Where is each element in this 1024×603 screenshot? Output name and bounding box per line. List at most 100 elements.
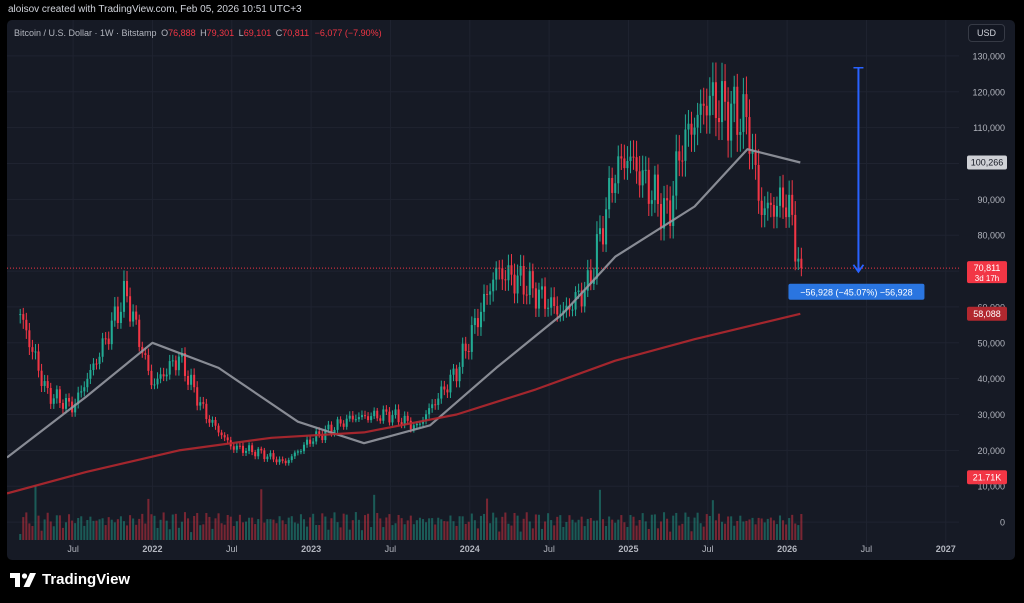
candle-body xyxy=(547,307,550,309)
candle-body xyxy=(757,164,760,201)
candle-body xyxy=(55,389,58,399)
open-value: 76,888 xyxy=(168,28,196,38)
volume-bar xyxy=(180,521,183,540)
volume-bar xyxy=(113,522,116,540)
volume-bar xyxy=(595,520,598,540)
volume-bar xyxy=(522,518,525,540)
volume-bar xyxy=(403,524,406,540)
candle-body xyxy=(525,294,528,296)
x-axis-tick-label: Jul xyxy=(226,544,238,554)
volume-bar xyxy=(400,518,403,540)
volume-bar xyxy=(409,515,412,540)
candle-body xyxy=(113,306,116,321)
volume-bar xyxy=(641,513,644,540)
volume-bar xyxy=(71,520,74,540)
volume-bar xyxy=(751,517,754,540)
volume-bar xyxy=(150,514,153,540)
candle-body xyxy=(318,431,321,435)
volume-bar xyxy=(281,520,284,540)
candle-body xyxy=(782,187,785,208)
volume-bar xyxy=(544,521,547,540)
candle-body xyxy=(226,437,229,441)
candle-body xyxy=(357,417,360,420)
candle-body xyxy=(470,325,473,352)
x-axis-tick-label: 2025 xyxy=(618,544,638,554)
volume-bar xyxy=(159,519,162,540)
candle-body xyxy=(440,386,443,399)
candle-body xyxy=(174,360,177,371)
volume-bar xyxy=(629,515,632,540)
volume-bar xyxy=(382,527,385,540)
candle-body xyxy=(31,347,34,352)
volume-bar xyxy=(266,519,269,540)
volume-bar xyxy=(464,523,467,540)
candle-body xyxy=(241,445,244,453)
volume-bar xyxy=(336,522,339,540)
volume-bar xyxy=(760,518,763,540)
volume-bar xyxy=(739,515,742,540)
candle-body xyxy=(92,363,95,371)
volume-bar xyxy=(727,516,730,540)
volume-badge: 21.71K xyxy=(973,472,1002,482)
volume-bar xyxy=(504,512,507,540)
volume-bar xyxy=(312,513,315,540)
volume-bar xyxy=(525,512,528,540)
volume-bar xyxy=(214,518,217,540)
volume-bar xyxy=(669,531,672,540)
volume-bar xyxy=(553,525,556,540)
candle-body xyxy=(101,338,104,357)
volume-bar xyxy=(217,513,220,540)
measure-label-box xyxy=(788,283,925,300)
candle-body xyxy=(797,258,800,262)
candle-body xyxy=(284,460,287,464)
volume-bar xyxy=(458,516,461,540)
volume-bar xyxy=(605,525,608,540)
volume-bar xyxy=(675,512,678,540)
candle-body xyxy=(428,408,431,415)
volume-bar xyxy=(290,516,293,540)
candle-body xyxy=(553,297,556,307)
candle-body xyxy=(385,409,388,412)
currency-button[interactable]: USD xyxy=(967,24,1005,42)
volume-bar xyxy=(684,512,687,540)
price-chart[interactable]: −56,928 (−45.07%) −56,928 130,000 120,000 1… xyxy=(7,20,1015,560)
candle-body xyxy=(34,351,37,353)
candle-body xyxy=(309,439,312,444)
candle-body xyxy=(788,194,791,218)
candle-body xyxy=(339,419,342,424)
volume-bar xyxy=(745,520,748,540)
candle-body xyxy=(522,266,525,295)
volume-bar xyxy=(476,528,479,540)
candle-body xyxy=(61,402,64,409)
volume-badge-box xyxy=(967,470,1007,485)
candle-body xyxy=(800,258,803,269)
volume-bar xyxy=(132,518,135,540)
y-axis-tick-label: 130,000 xyxy=(972,51,1005,61)
volume-bar xyxy=(568,515,571,540)
volume-bar xyxy=(571,519,574,540)
x-axis-tick-label: Jul xyxy=(543,544,555,554)
volume-bar xyxy=(678,525,681,540)
candle-body xyxy=(486,293,489,295)
volume-bar xyxy=(800,514,803,540)
volume-bar xyxy=(666,518,669,540)
volume-bar xyxy=(257,519,260,540)
volume-bar xyxy=(495,517,498,540)
candle-body xyxy=(705,105,708,116)
volume-bar xyxy=(269,519,272,540)
candle-body xyxy=(623,158,626,169)
candle-body xyxy=(443,386,446,390)
volume-bar xyxy=(452,521,455,540)
tradingview-logo[interactable]: TradingView xyxy=(10,571,130,588)
volume-bar xyxy=(470,513,473,540)
candle-body xyxy=(690,123,693,135)
chart-panel[interactable]: −56,928 (−45.07%) −56,928 130,000 120,000 1… xyxy=(7,20,1015,560)
volume-bar xyxy=(248,517,251,540)
candle-body xyxy=(464,343,467,351)
symbol-legend: Bitcoin / U.S. Dollar · 1W · Bitstamp O7… xyxy=(14,28,382,38)
volume-bar xyxy=(241,522,244,540)
candle-body xyxy=(412,425,415,430)
candle-body xyxy=(501,268,504,280)
candle-body xyxy=(650,200,653,204)
candle-body xyxy=(766,202,769,209)
